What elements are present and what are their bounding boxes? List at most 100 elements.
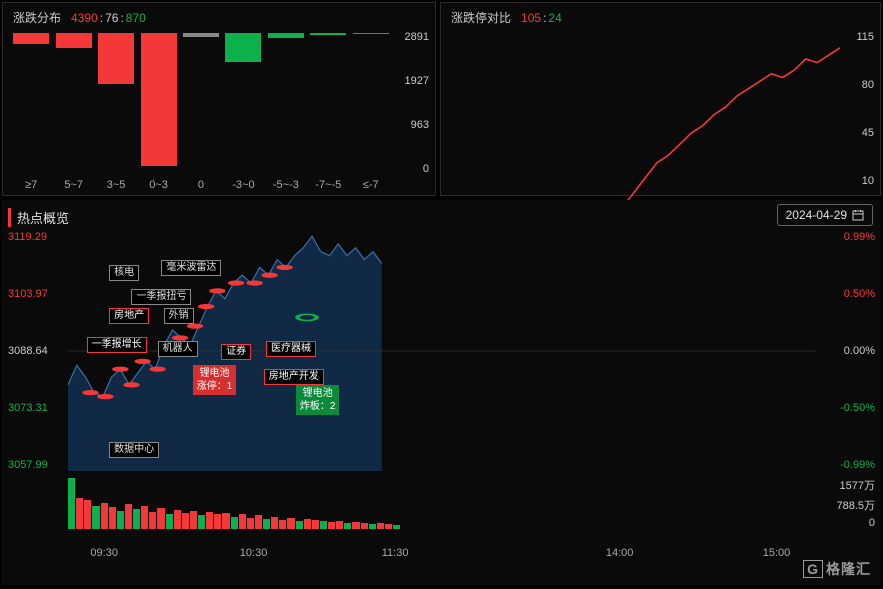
hist-flat-count: 76 — [105, 11, 118, 25]
hotspot-tag[interactable]: 房地产开发 — [264, 369, 324, 385]
volume-bar — [109, 507, 116, 529]
hist-bar — [56, 33, 92, 48]
limit-ylabel: 115 — [856, 31, 874, 43]
histogram-bars — [13, 33, 389, 173]
volume-ylabels: 1577万 788.5万 0 — [823, 477, 875, 529]
volume-bar — [352, 522, 359, 529]
hist-xlabel: -3~0 — [225, 179, 261, 191]
hotspot-tag[interactable]: 一季报增长 — [87, 337, 147, 353]
volume-bar — [377, 523, 384, 529]
volume-bar — [214, 514, 221, 529]
left-axis-label: 3088.64 — [8, 345, 66, 357]
hotspot-tag[interactable]: 核电 — [109, 265, 139, 281]
hist-xlabel: ≥7 — [13, 179, 49, 191]
hist-bar — [141, 33, 177, 166]
volume-bar — [279, 520, 286, 529]
volume-bar — [125, 504, 132, 529]
volume-bar — [101, 503, 108, 529]
xaxis-label: 14:00 — [606, 547, 634, 559]
hist-bar — [13, 33, 49, 44]
hotspot-tag[interactable]: 医疗器械 — [266, 341, 316, 357]
volume-bar — [385, 524, 392, 529]
limit-ylabel: 45 — [856, 127, 874, 139]
hist-xlabel: 5~7 — [55, 179, 91, 191]
hotspot-tag[interactable]: 毫米波雷达 — [161, 260, 221, 276]
volume-bar — [190, 511, 197, 529]
hist-xlabel: ≤-7 — [353, 179, 389, 191]
volume-bar — [369, 524, 376, 529]
vol-ylabel: 1577万 — [823, 477, 875, 493]
hist-xlabel: -7~-5 — [310, 179, 346, 191]
limit-up-count: 105 — [521, 11, 541, 25]
watermark: G格隆汇 — [803, 559, 871, 579]
hotspot-tag[interactable]: 一季报扭亏 — [131, 289, 191, 305]
hotspot-tag[interactable]: 数据中心 — [109, 442, 159, 458]
main-left-axis: 3119.293103.973088.643073.313057.99 — [8, 231, 66, 471]
main-right-axis: 0.99% 0.50% 0.00% -0.50% -0.99% — [823, 231, 875, 471]
hotspot-tag[interactable]: 房地产 — [109, 308, 149, 324]
volume-bar — [141, 506, 148, 529]
limit-line-panel: 涨跌停对比 105:24 115804510 — [440, 2, 881, 196]
right-axis-label: 0.50% — [823, 288, 875, 300]
right-axis-label: -0.50% — [823, 402, 875, 414]
volume-chart: 1577万788.5万0 09:3010:3011:3014:0015:00 — [8, 477, 875, 547]
volume-bars — [68, 477, 815, 529]
hist-up-count: 4390 — [71, 11, 98, 25]
hist-bar — [98, 33, 134, 84]
right-axis-label: 0.99% — [823, 231, 875, 243]
volume-bar — [361, 523, 368, 529]
hotspot-panel: 热点概览 2024-04-29 3119.293103.973088.64307… — [2, 200, 881, 585]
hist-bar — [310, 33, 346, 35]
hist-bar — [268, 33, 304, 38]
left-axis-label: 3057.99 — [8, 459, 66, 471]
hist-title-text: 涨跌分布 — [13, 11, 61, 25]
hotspot-big-tag[interactable]: 锂电池涨停：1 — [193, 365, 237, 395]
hist-xlabel: 0~3 — [140, 179, 176, 191]
volume-bar — [287, 518, 294, 529]
limit-line-title: 涨跌停对比 105:24 — [451, 9, 562, 26]
hotspot-tag[interactable]: 证券 — [221, 344, 251, 360]
limit-ylabels: 115804510 — [856, 31, 874, 187]
volume-bar — [166, 514, 173, 529]
hist-ylabel: 2891 — [405, 31, 429, 43]
volume-bar — [344, 523, 351, 529]
hist-ylabel: 963 — [405, 119, 429, 131]
right-axis-label: 0.00% — [823, 345, 875, 357]
volume-bar — [312, 520, 319, 529]
hotspot-tag[interactable]: 外销 — [164, 308, 194, 324]
hist-xlabel: 0 — [183, 179, 219, 191]
hotspot-big-tag[interactable]: 锂电池炸板：2 — [296, 385, 340, 415]
histogram-xlabels: ≥75~73~50~30-3~0-5~-3-7~-5≤-7 — [13, 179, 389, 191]
volume-bar — [149, 512, 156, 529]
volume-bar — [206, 512, 213, 529]
hist-down-count: 870 — [126, 11, 146, 25]
right-axis-label: -0.99% — [823, 459, 875, 471]
hist-ylabel: 0 — [405, 163, 429, 175]
volume-bar — [198, 515, 205, 529]
volume-bar — [247, 518, 254, 529]
main-index-chart: 3119.293103.973088.643073.313057.99 0.99… — [8, 231, 875, 471]
volume-bar — [336, 521, 343, 529]
xaxis-label: 09:30 — [90, 547, 118, 559]
volume-bar — [296, 521, 303, 529]
vol-ylabel: 788.5万 — [823, 497, 875, 513]
limit-ylabel: 10 — [856, 175, 874, 187]
calendar-icon — [852, 209, 864, 221]
volume-bar — [133, 509, 140, 529]
volume-bar — [393, 525, 400, 529]
hist-xlabel: -5~-3 — [268, 179, 304, 191]
hist-bar — [183, 33, 219, 37]
hist-ylabel: 1927 — [405, 75, 429, 87]
vol-ylabel: 0 — [823, 517, 875, 529]
date-picker[interactable]: 2024-04-29 — [777, 204, 873, 226]
left-axis-label: 3073.31 — [8, 402, 66, 414]
histogram-ylabels: 2891 1927 963 0 — [405, 31, 429, 175]
date-text: 2024-04-29 — [786, 208, 847, 222]
volume-bar — [68, 478, 75, 529]
volume-bar — [92, 506, 99, 529]
volume-bar — [84, 500, 91, 529]
hotspot-title: 热点概览 — [8, 208, 69, 227]
volume-bar — [328, 522, 335, 529]
volume-bar — [239, 514, 246, 529]
hotspot-tag[interactable]: 机器人 — [158, 341, 198, 357]
